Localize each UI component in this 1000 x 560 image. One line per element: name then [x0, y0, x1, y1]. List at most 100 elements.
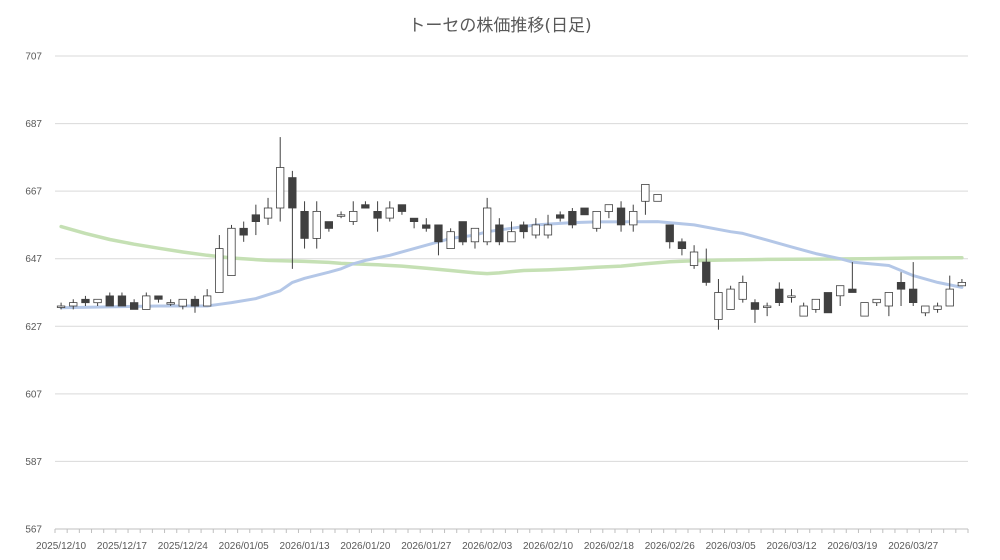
- candle: [884, 292, 893, 317]
- x-tick-label: 2026/02/10: [523, 541, 573, 552]
- x-tick-label: 2026/03/27: [888, 541, 938, 552]
- candle: [422, 218, 431, 232]
- candle: [215, 235, 224, 293]
- candle: [580, 207, 589, 216]
- candle-body: [69, 302, 78, 307]
- y-tick-label: 647: [25, 254, 42, 265]
- candle: [519, 221, 528, 239]
- candle: [56, 302, 66, 310]
- candle: [251, 204, 261, 236]
- candle: [848, 262, 857, 293]
- candle: [945, 275, 954, 307]
- candle-body: [616, 207, 626, 226]
- candle: [957, 278, 966, 287]
- candle-body: [556, 214, 565, 219]
- x-tick-label: 2026/03/05: [706, 541, 756, 552]
- candle-body: [361, 204, 370, 209]
- candle: [689, 245, 699, 269]
- candle: [117, 292, 127, 307]
- candle: [324, 221, 334, 232]
- candle-body: [689, 251, 699, 266]
- candle: [836, 285, 845, 307]
- candle: [799, 302, 808, 317]
- candle-body: [312, 210, 321, 239]
- y-tick-label: 667: [25, 187, 42, 198]
- candle-body: [896, 281, 906, 290]
- candle: [568, 208, 577, 229]
- candle: [349, 201, 358, 225]
- candle-body: [324, 221, 334, 229]
- candle: [470, 227, 480, 249]
- candle-body: [726, 288, 735, 310]
- candle: [227, 224, 236, 277]
- candle: [263, 197, 273, 225]
- candle-body: [641, 183, 650, 202]
- candle: [775, 282, 784, 307]
- y-tick-label: 567: [25, 525, 42, 536]
- candle-body: [81, 298, 90, 304]
- candle-body: [458, 221, 467, 243]
- candle: [592, 210, 601, 232]
- x-tick-label: 2026/02/03: [462, 541, 512, 552]
- candle-body: [702, 261, 711, 283]
- candle: [616, 201, 626, 232]
- candle-body: [507, 231, 516, 243]
- candle: [361, 201, 370, 209]
- candle-body: [482, 207, 492, 243]
- candle: [105, 292, 114, 307]
- candle: [909, 262, 918, 307]
- x-tick-label: 2026/01/13: [280, 541, 330, 552]
- candle-body: [677, 241, 687, 250]
- candle: [142, 292, 151, 310]
- candle: [446, 228, 455, 249]
- candle-body: [823, 292, 833, 314]
- candle: [629, 204, 638, 232]
- candle-body: [251, 214, 261, 223]
- candle: [714, 278, 723, 330]
- chart-title: トーセの株価推移(日足): [408, 16, 591, 36]
- candle: [336, 211, 346, 219]
- candle: [787, 289, 796, 303]
- candle-body: [799, 305, 808, 317]
- candle: [482, 197, 492, 246]
- candle-body: [909, 288, 918, 304]
- candle: [300, 201, 309, 249]
- candle-body: [763, 305, 772, 308]
- candle-body: [93, 298, 102, 304]
- candle-body: [117, 295, 127, 307]
- candle: [507, 221, 516, 243]
- candle-body: [154, 295, 163, 300]
- x-tick-label: 2026/01/05: [219, 541, 269, 552]
- gridlines: [55, 55, 968, 462]
- candle-body: [750, 302, 760, 310]
- candle-body: [860, 302, 869, 317]
- candle: [385, 201, 394, 222]
- candle: [495, 218, 504, 246]
- candle: [702, 248, 711, 286]
- x-tick-label: 2026/03/19: [827, 541, 877, 552]
- y-tick-label: 687: [25, 119, 42, 130]
- y-tick-label: 587: [25, 457, 42, 468]
- y-tick-label: 707: [25, 52, 42, 63]
- y-axis-ticks: 567 587 607 627 647 667 687 707: [25, 52, 42, 536]
- candle-body: [434, 224, 443, 243]
- candle: [409, 217, 419, 229]
- candle: [288, 170, 297, 269]
- candle-body: [568, 210, 577, 226]
- candle-body: [397, 204, 407, 212]
- candle: [811, 298, 820, 313]
- candle: [921, 305, 930, 317]
- candle-body: [227, 227, 236, 277]
- candle-body: [470, 227, 480, 243]
- candle-body: [592, 210, 601, 229]
- candle: [726, 285, 735, 310]
- candle-body: [531, 224, 540, 236]
- candle-body: [409, 217, 419, 222]
- candle: [665, 224, 674, 249]
- candle: [434, 224, 443, 256]
- candle-body: [336, 214, 346, 217]
- candle-body: [215, 248, 224, 293]
- candle-body: [775, 288, 784, 304]
- candle-body: [945, 288, 954, 307]
